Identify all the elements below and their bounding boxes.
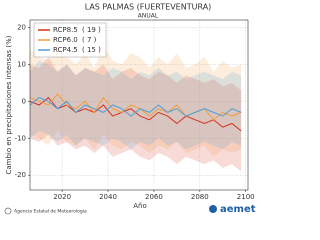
x-tick-label: 2100 [237,193,255,201]
y-tick-label: -20 [15,171,26,179]
series-line [29,97,242,117]
chart: LAS PALMAS (FUERTEVENTURA) ANUAL Cambio … [4,3,256,215]
y-tick-label: 20 [17,23,26,31]
plot-frame [29,19,249,191]
y-axis-label: Cambio en precipitaciones intensas (%) [5,35,13,174]
legend-label: RCP4.5 [53,46,78,54]
y-tick-label: 0 [22,97,26,105]
uncertainty-band [30,42,242,157]
legend-label: RCP6.0 [53,36,78,44]
legend-label: RCP8.5 [53,26,78,34]
x-axis-label: Año [133,202,147,210]
chart-subtitle: ANUAL [138,13,159,20]
y-tick-label: -10 [15,134,26,142]
agency-logo [4,207,12,215]
uncertainty-band [30,56,242,172]
y-tick-label: 10 [17,60,26,68]
x-tick-label: 2040 [99,193,117,201]
legend-note: ( 15 ) [82,46,101,54]
legend-note: ( 7 ) [82,36,97,44]
uncertainty-band [30,60,242,150]
aemet-logo: aemet [220,204,256,215]
agency-name: Agencia Estatal de Meteorología [14,208,87,215]
x-tick-label: 2020 [53,193,71,201]
chart-title: LAS PALMAS (FUERTEVENTURA) [85,3,212,12]
x-tick-label: 2080 [191,193,209,201]
aemet-logo-icon [209,205,217,213]
page: {"chart_data": {"type": "line", "title":… [4,2,256,215]
x-tick-label: 2060 [145,193,163,201]
legend-note: ( 19 ) [82,26,101,34]
